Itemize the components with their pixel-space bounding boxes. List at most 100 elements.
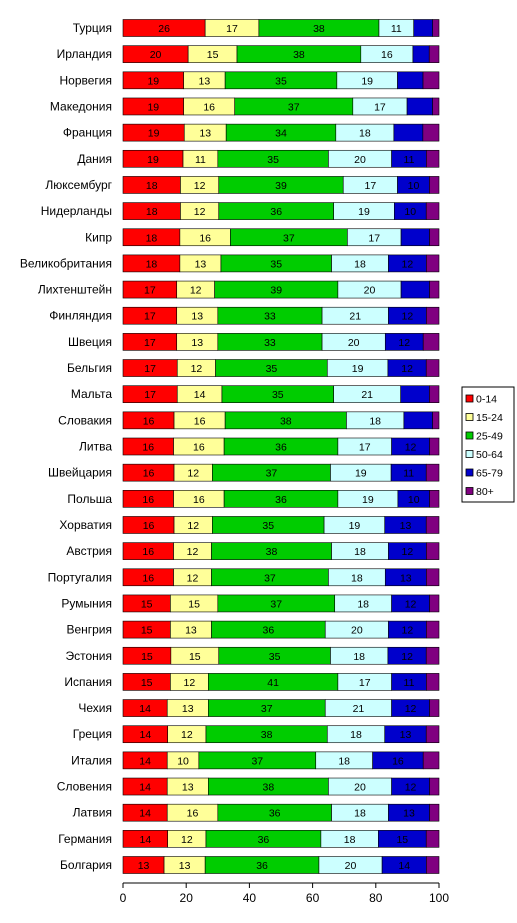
data-label: 12 bbox=[187, 468, 199, 480]
data-label: 16 bbox=[193, 442, 205, 454]
category-label: Великобритания bbox=[20, 256, 112, 270]
data-label: 38 bbox=[280, 415, 292, 427]
category-label: Франция bbox=[63, 126, 112, 140]
category-label: Румыния bbox=[61, 596, 112, 610]
data-label: 12 bbox=[405, 442, 417, 454]
data-label: 17 bbox=[144, 389, 156, 401]
data-label: 19 bbox=[147, 75, 159, 87]
data-label: 13 bbox=[182, 703, 194, 715]
legend-swatch-15-24 bbox=[465, 413, 474, 421]
bar-segment-80 bbox=[425, 516, 440, 534]
data-label: 35 bbox=[262, 520, 274, 532]
bar-segment-80 bbox=[425, 202, 440, 220]
bar-segment-80 bbox=[426, 673, 440, 691]
data-label: 37 bbox=[288, 101, 300, 113]
category-label: Лихтенштейн bbox=[38, 283, 112, 297]
bar-segment-80 bbox=[426, 306, 440, 325]
data-label: 19 bbox=[147, 154, 159, 166]
data-label: 10 bbox=[408, 494, 420, 506]
data-label: 35 bbox=[269, 651, 281, 663]
data-label: 16 bbox=[193, 494, 205, 506]
data-label: 15 bbox=[396, 834, 408, 846]
data-label: 13 bbox=[179, 860, 191, 872]
data-label: 21 bbox=[361, 389, 373, 401]
data-label: 12 bbox=[405, 782, 417, 794]
data-label: 13 bbox=[403, 808, 415, 820]
category-label: Чехия bbox=[78, 701, 112, 715]
category-label: Хорватия bbox=[59, 518, 112, 532]
legend-label: 0-14 bbox=[476, 394, 497, 406]
data-label: 12 bbox=[187, 520, 199, 532]
bar-segment-80 bbox=[426, 856, 440, 874]
bar-segment-80 bbox=[429, 803, 440, 822]
data-label: 12 bbox=[194, 206, 206, 218]
bar-segment-65-79 bbox=[393, 123, 424, 142]
data-label: 16 bbox=[143, 468, 155, 480]
data-label: 26 bbox=[158, 23, 170, 35]
category-label: Норвегия bbox=[59, 73, 112, 87]
data-label: 18 bbox=[344, 834, 356, 846]
data-label: 12 bbox=[402, 625, 414, 637]
x-tick-label: 0 bbox=[120, 891, 127, 905]
category-label: Мальта bbox=[71, 387, 112, 401]
category-label: Кипр bbox=[85, 230, 112, 244]
data-label: 12 bbox=[187, 546, 199, 558]
data-label: 19 bbox=[355, 468, 367, 480]
x-tick-label: 60 bbox=[306, 891, 320, 905]
data-label: 12 bbox=[402, 311, 414, 323]
category-label: Эстония bbox=[66, 649, 113, 663]
legend: 0-14 15-24 25-49 50-64 65-79 80+ bbox=[461, 386, 515, 503]
data-label: 19 bbox=[361, 75, 373, 87]
data-label: 14 bbox=[139, 808, 151, 820]
bar-segment-80 bbox=[426, 568, 440, 587]
bar-segment-80 bbox=[422, 751, 440, 770]
legend-swatch-65-79 bbox=[465, 468, 474, 477]
data-label: 17 bbox=[365, 180, 377, 192]
bar-segment-80 bbox=[422, 123, 440, 142]
data-label: 11 bbox=[195, 154, 206, 166]
data-label: 41 bbox=[267, 677, 279, 689]
data-label: 18 bbox=[369, 415, 381, 427]
data-label: 37 bbox=[264, 572, 276, 584]
data-label: 19 bbox=[349, 520, 361, 532]
data-label: 21 bbox=[353, 703, 365, 715]
data-label: 14 bbox=[194, 389, 206, 401]
data-label: 12 bbox=[187, 572, 199, 584]
category-label: Германия bbox=[58, 832, 112, 846]
data-label: 15 bbox=[141, 598, 153, 610]
data-label: 13 bbox=[199, 75, 211, 87]
bar-segment-65-79 bbox=[400, 385, 430, 403]
category-label: Польша bbox=[67, 492, 112, 506]
bar-segment-80 bbox=[429, 176, 440, 194]
data-label: 15 bbox=[188, 598, 200, 610]
data-label: 39 bbox=[270, 285, 282, 297]
data-label: 18 bbox=[354, 808, 366, 820]
data-label: 16 bbox=[142, 494, 154, 506]
data-label: 37 bbox=[251, 755, 263, 767]
data-label: 18 bbox=[351, 572, 363, 584]
data-label: 17 bbox=[144, 285, 156, 297]
data-label: 14 bbox=[139, 729, 151, 741]
data-label: 16 bbox=[142, 442, 154, 454]
data-label: 12 bbox=[405, 598, 417, 610]
category-label: Австрия bbox=[66, 544, 112, 558]
data-label: 39 bbox=[275, 180, 287, 192]
data-label: 13 bbox=[400, 520, 412, 532]
data-label: 16 bbox=[143, 415, 155, 427]
category-label: Нидерланды bbox=[41, 204, 112, 218]
data-label: 12 bbox=[181, 729, 193, 741]
data-label: 13 bbox=[191, 337, 203, 349]
data-label: 37 bbox=[266, 468, 278, 480]
bar-segment-65-79 bbox=[412, 45, 430, 63]
bars: 26 17 38 11 20 15 38 16 19 13 35 19 19 16 37 17 19 13 34 18… bbox=[122, 19, 440, 874]
bar-segment-80 bbox=[429, 594, 440, 613]
category-label: Испания bbox=[64, 675, 112, 689]
legend-swatch-50-64 bbox=[465, 450, 474, 458]
x-tick-label: 80 bbox=[369, 891, 383, 905]
data-label: 34 bbox=[275, 128, 287, 140]
data-label: 36 bbox=[275, 442, 287, 454]
bar-segment-65-79 bbox=[413, 19, 433, 37]
data-label: 18 bbox=[338, 755, 350, 767]
data-label: 18 bbox=[350, 729, 362, 741]
category-label: Люксембург bbox=[45, 178, 112, 192]
